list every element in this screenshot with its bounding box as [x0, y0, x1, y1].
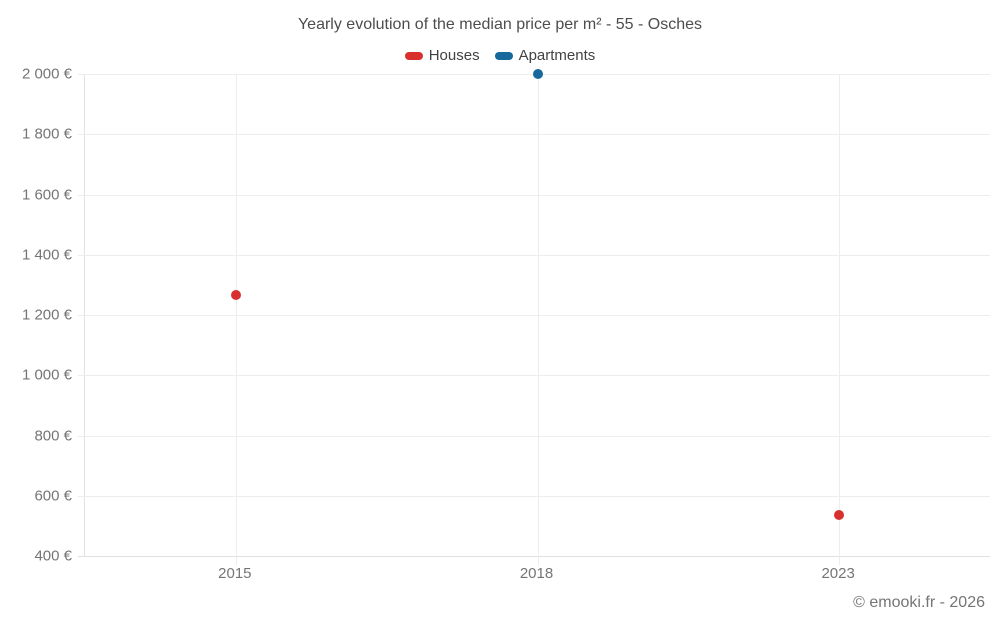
- y-gridline: [78, 134, 990, 136]
- x-tick-label: 2023: [821, 565, 855, 582]
- x-gridline: [537, 74, 539, 565]
- legend-label-apartments: Apartments: [518, 47, 596, 64]
- y-tick-label: 1 000 €: [21, 366, 72, 384]
- y-gridline: [78, 194, 990, 196]
- plot-area: [78, 69, 990, 565]
- data-point-apartments-2018[interactable]: [532, 69, 543, 79]
- data-point-houses-2023[interactable]: [834, 510, 845, 521]
- y-tick-label: 2 000 €: [21, 65, 72, 83]
- x-gridline: [235, 74, 237, 565]
- legend-label-houses: Houses: [428, 47, 480, 64]
- x-axis-labels: 2015 2018 2023: [84, 565, 990, 589]
- chart-legend: Houses Apartments: [0, 47, 1000, 64]
- apartments-legend-swatch-icon: [494, 51, 513, 60]
- y-tick-label: 800 €: [34, 427, 72, 444]
- houses-legend-swatch-icon: [404, 51, 423, 60]
- y-gridline: [78, 495, 990, 497]
- data-point-houses-2015[interactable]: [230, 290, 241, 301]
- copyright-credit: © emooki.fr - 2026: [853, 594, 985, 611]
- y-gridline: [78, 315, 990, 316]
- x-gridline: [839, 74, 841, 565]
- y-tick-label: 1 400 €: [21, 246, 72, 264]
- y-gridline: [78, 375, 990, 377]
- y-tick-label: 400 €: [34, 547, 72, 565]
- y-tick-label: 1 200 €: [21, 306, 72, 324]
- y-tick-label: 1 800 €: [21, 125, 72, 143]
- y-gridline: [78, 254, 990, 256]
- y-tick-label: 1 600 €: [21, 186, 72, 203]
- y-gridline: [78, 435, 990, 437]
- legend-item-houses[interactable]: Houses: [404, 47, 480, 64]
- chart-title: Yearly evolution of the median price per…: [297, 16, 703, 33]
- y-tick-label: 600 €: [34, 487, 72, 505]
- y-axis-labels: 2 000 € 1 800 € 1 600 € 1 400 € 1 200 € 1 000…: [0, 66, 72, 565]
- x-tick-label: 2015: [218, 565, 252, 582]
- x-axis-line: [78, 556, 990, 557]
- x-tick-label: 2018: [519, 565, 554, 582]
- legend-item-apartments[interactable]: Apartments: [494, 47, 596, 64]
